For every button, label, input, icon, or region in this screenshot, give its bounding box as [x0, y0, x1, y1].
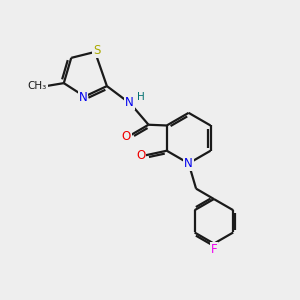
Text: H: H — [137, 92, 145, 102]
Text: CH₃: CH₃ — [27, 81, 47, 91]
Text: N: N — [125, 96, 134, 109]
Text: F: F — [211, 243, 217, 256]
Text: N: N — [79, 92, 88, 104]
Text: O: O — [122, 130, 131, 143]
Text: O: O — [136, 149, 145, 162]
Text: S: S — [93, 44, 100, 57]
Text: N: N — [184, 158, 193, 170]
